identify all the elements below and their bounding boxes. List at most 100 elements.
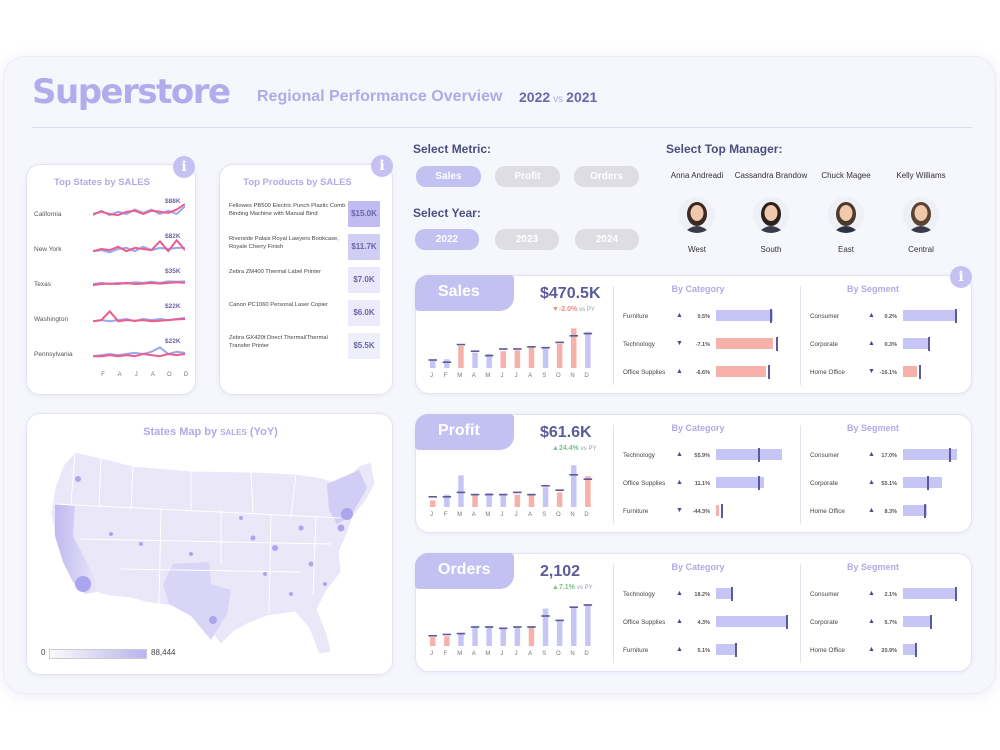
by-segment-title: By Segment [846,562,899,572]
manager-avatar[interactable] [903,197,939,233]
triangle-up-icon: ▲ [676,479,683,486]
product-name: Fellowes PB500 Electric Punch Plastic Co… [229,203,346,217]
target-marker [930,614,932,629]
map-title-suffix: (YoY) [249,426,278,438]
month-label: N [570,651,575,657]
change-percent: -7.1% [695,342,710,348]
product-name: Zebra GX420t Direct Thermal/Thermal Tran… [229,335,328,349]
month-bar [500,627,506,646]
category-label: Furniture [623,647,649,654]
year-2023-button[interactable]: 2023 [495,229,559,250]
prior-year-marker [555,489,564,491]
triangle-up-icon: ▲ [868,618,875,625]
month-label: F [443,373,448,379]
sparkline-red-series [93,310,185,323]
share-bar [716,616,788,627]
kpi-info-icon[interactable]: i [950,266,972,288]
share-bar [903,366,917,377]
category-label: Office Supplies [623,619,666,626]
kpi-delta: ▲24.4% vs PY [552,445,596,452]
prior-year-marker [541,485,550,487]
sparkline-red-series [93,239,185,253]
metric-orders-button[interactable]: Orders [574,166,639,187]
superstore-logo: Superstore [32,72,231,112]
manager-name[interactable]: Kelly Williams [896,171,946,180]
states-map-card: States Map by SALES (YoY) [26,413,393,675]
triangle-up-icon: ▲ [868,312,875,319]
category-label: Technology [623,452,655,459]
product-sales-value: $15.0K [348,201,380,227]
metric-sales-button[interactable]: Sales [416,166,481,187]
month-bar [444,636,450,646]
category-label: Technology [623,591,655,598]
target-marker [954,308,957,323]
prior-year-marker [541,615,550,617]
state-sales-value: $22K [165,303,181,310]
year-2022-button[interactable]: 2022 [415,229,479,250]
year-2024-button[interactable]: 2024 [575,229,639,250]
manager-avatar[interactable] [828,197,864,233]
share-bar [903,588,957,599]
segment-label: Home Office [810,369,845,376]
manager-name[interactable]: Anna Andreadi [670,171,724,180]
category-label: Technology [623,341,655,348]
monthly-bar-chart [428,604,593,646]
product-name: Zebra ZM400 Thermal Label Printer [229,269,322,275]
prior-year-marker [541,346,550,349]
product-sales-value: $5.5K [348,333,380,359]
avatar-shoulders [833,226,859,233]
month-bar [514,494,521,507]
person-icon [828,197,864,233]
sparkline-month-label: F [101,372,105,378]
share-bar [716,588,733,599]
state-sparkline [93,310,185,323]
month-label: M [485,651,491,657]
change-percent: 0.2% [884,314,897,320]
prior-year-marker [583,604,593,606]
change-percent: 11.1% [694,481,710,487]
month-label: F [443,651,448,657]
share-bar [903,338,929,349]
change-percent: 5.1% [697,648,710,654]
month-bar [528,494,535,507]
map-title-metric: SALES [220,428,247,437]
manager-name[interactable]: Chuck Magee [821,171,871,180]
prior-year-marker [499,627,508,630]
year-current: 2022 [519,89,551,105]
month-bar [556,619,563,646]
month-label: O [556,373,561,379]
manager-avatar[interactable] [679,197,715,233]
kpi-delta-suffix: vs PY [580,446,597,452]
prior-year-marker [484,626,494,628]
page-title: Regional Performance Overview [257,88,503,105]
header-divider [32,127,972,128]
manager-name[interactable]: Cassandra Brandow [734,171,808,180]
segment-label: Home Office [810,508,845,515]
target-marker [758,475,761,490]
orders-kpi-card: Orders 2,102 ▲7.1% vs PY J F M A M J J A S O N D By Cate… [415,553,972,672]
month-bar [514,350,521,368]
manager-avatar[interactable] [753,197,789,233]
share-bar [716,449,783,460]
month-bar [571,606,577,646]
top-products-info-icon[interactable]: i [371,155,393,177]
month-bar [528,346,535,368]
prior-year-marker [513,626,522,628]
triangle-up-icon: ▲ [552,584,559,591]
metric-profit-button[interactable]: Profit [495,166,560,187]
month-bar [585,604,591,646]
prior-year-marker [569,474,578,476]
month-bar [458,632,464,646]
top-states-info-icon[interactable]: i [173,156,195,178]
month-label: J [430,373,433,379]
month-bar [528,626,535,646]
state-sales-value: $35K [165,268,181,275]
product-sales-value: $7.0K [348,267,380,293]
target-marker [948,447,951,462]
month-label: O [556,651,561,657]
prior-year-marker [527,626,536,628]
month-label: A [471,651,476,657]
avatar-face [839,205,853,221]
category-label: Furniture [623,313,649,320]
us-states-map[interactable] [41,444,381,659]
